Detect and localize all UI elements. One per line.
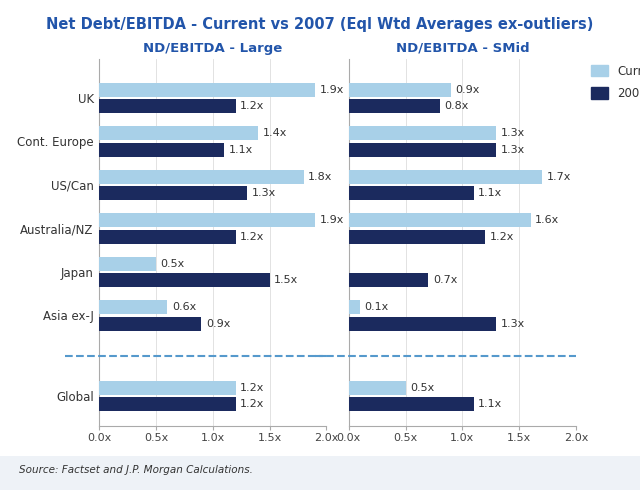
Text: 1.2x: 1.2x	[490, 232, 514, 242]
Text: 1.9x: 1.9x	[319, 215, 344, 225]
Text: 0.8x: 0.8x	[444, 101, 468, 111]
Bar	[349, 186, 474, 200]
Text: 0.1x: 0.1x	[365, 302, 389, 312]
Text: 1.3x: 1.3x	[501, 145, 525, 155]
Text: 1.3x: 1.3x	[252, 188, 276, 198]
Text: 0.5x: 0.5x	[161, 259, 185, 269]
Bar	[349, 300, 360, 314]
Text: 1.8x: 1.8x	[308, 172, 333, 182]
Bar	[349, 317, 497, 331]
Bar	[99, 300, 168, 314]
Text: 1.3x: 1.3x	[501, 128, 525, 138]
Text: 0.5x: 0.5x	[410, 383, 435, 392]
Bar	[99, 99, 236, 113]
Bar	[99, 170, 304, 184]
Bar	[99, 126, 259, 140]
Text: 0.7x: 0.7x	[433, 275, 457, 285]
Title: ND/EBITDA - Large: ND/EBITDA - Large	[143, 42, 282, 55]
Bar	[99, 381, 236, 394]
Text: 0.9x: 0.9x	[206, 318, 230, 329]
Text: 1.2x: 1.2x	[240, 383, 264, 392]
Bar	[99, 213, 315, 227]
Bar	[99, 397, 236, 411]
Text: 1.2x: 1.2x	[240, 232, 264, 242]
Bar	[99, 317, 202, 331]
Bar	[99, 230, 236, 244]
Text: 1.1x: 1.1x	[228, 145, 253, 155]
Bar	[349, 397, 474, 411]
Text: 1.9x: 1.9x	[319, 85, 344, 95]
Text: 1.6x: 1.6x	[535, 215, 559, 225]
Text: 1.1x: 1.1x	[478, 399, 502, 409]
Text: 1.1x: 1.1x	[478, 188, 502, 198]
Text: 1.7x: 1.7x	[547, 172, 571, 182]
Bar	[349, 143, 497, 157]
Bar	[349, 170, 542, 184]
Bar	[349, 230, 485, 244]
Title: ND/EBITDA - SMid: ND/EBITDA - SMid	[396, 42, 529, 55]
Bar	[99, 257, 156, 270]
Text: 1.2x: 1.2x	[240, 101, 264, 111]
Bar	[99, 186, 247, 200]
Text: 0.6x: 0.6x	[172, 302, 196, 312]
Text: Net Debt/EBITDA - Current vs 2007 (Eql Wtd Averages ex-outliers): Net Debt/EBITDA - Current vs 2007 (Eql W…	[46, 17, 594, 32]
Bar	[349, 381, 406, 394]
Bar	[349, 83, 451, 97]
Text: 1.5x: 1.5x	[274, 275, 298, 285]
Bar	[99, 273, 269, 287]
Bar	[99, 143, 224, 157]
Text: 1.3x: 1.3x	[501, 318, 525, 329]
Legend: Current, 2007: Current, 2007	[591, 65, 640, 100]
Bar	[349, 273, 428, 287]
Bar	[349, 213, 531, 227]
Text: 1.4x: 1.4x	[263, 128, 287, 138]
Text: Source: Factset and J.P. Morgan Calculations.: Source: Factset and J.P. Morgan Calculat…	[19, 466, 253, 475]
Bar	[349, 99, 440, 113]
Text: 1.2x: 1.2x	[240, 399, 264, 409]
Bar	[349, 126, 497, 140]
Bar	[99, 83, 315, 97]
Text: 0.9x: 0.9x	[456, 85, 480, 95]
